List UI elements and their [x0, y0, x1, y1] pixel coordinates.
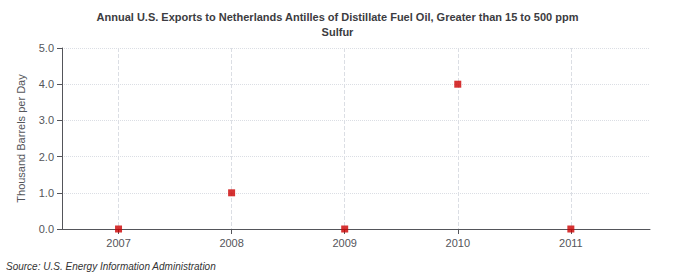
svg-text:Annual U.S. Exports to Netherl: Annual U.S. Exports to Netherlands Antil…	[97, 11, 579, 23]
svg-text:2010: 2010	[446, 237, 470, 249]
svg-text:3.0: 3.0	[39, 114, 54, 126]
svg-text:Source: U.S. Energy Informatio: Source: U.S. Energy Information Administ…	[6, 261, 216, 272]
svg-text:2.0: 2.0	[39, 151, 54, 163]
svg-text:Thousand Barrels per Day: Thousand Barrels per Day	[15, 74, 27, 203]
svg-text:Sulfur: Sulfur	[322, 26, 354, 38]
svg-text:2009: 2009	[332, 237, 356, 249]
svg-text:1.0: 1.0	[39, 187, 54, 199]
svg-text:0.0: 0.0	[39, 223, 54, 235]
svg-text:2007: 2007	[106, 237, 130, 249]
svg-text:2011: 2011	[559, 237, 583, 249]
svg-text:2008: 2008	[219, 237, 243, 249]
svg-text:5.0: 5.0	[39, 42, 54, 54]
svg-text:4.0: 4.0	[39, 78, 54, 90]
